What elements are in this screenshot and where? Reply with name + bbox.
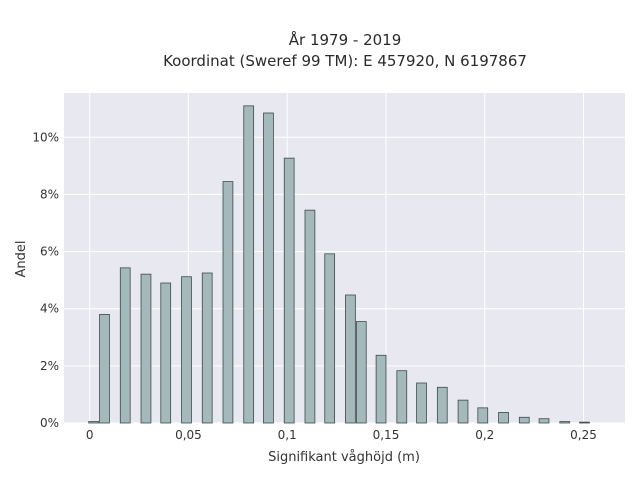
x-tick-label: 0,2	[475, 428, 494, 442]
y-tick-label: 10%	[32, 130, 59, 144]
x-tick-label: 0,25	[570, 428, 597, 442]
x-tick-label: 0	[86, 428, 94, 442]
bar	[416, 382, 427, 424]
y-tick-label: 4%	[40, 302, 59, 316]
bar	[345, 294, 356, 424]
bar	[99, 314, 110, 424]
x-tick-label: 0,05	[175, 428, 202, 442]
bar	[355, 321, 367, 424]
bar	[88, 421, 99, 424]
bar	[559, 421, 571, 424]
bar	[324, 253, 336, 424]
bar	[457, 399, 469, 424]
bar	[538, 418, 550, 424]
bar	[201, 272, 213, 424]
bar	[498, 412, 509, 424]
y-tick-label: 0%	[40, 416, 59, 430]
x-tick-label: 0,1	[278, 428, 297, 442]
bar	[579, 421, 590, 424]
y-axis-ticks: 0% 2% 4% 6% 8% 10%	[32, 130, 59, 430]
bar	[140, 273, 152, 424]
bars	[88, 105, 590, 424]
x-tick-label: 0,15	[373, 428, 400, 442]
bar	[396, 370, 408, 424]
bar	[436, 386, 448, 424]
plot-area	[64, 93, 625, 423]
x-axis-label: Signifikant våghöjd (m)	[268, 450, 420, 465]
bar	[375, 354, 387, 424]
bar	[181, 276, 192, 424]
bar	[283, 157, 295, 424]
chart-subtitle: Koordinat (Sweref 99 TM): E 457920, N 61…	[163, 52, 527, 70]
bar	[304, 209, 316, 424]
chart-title: År 1979 - 2019	[289, 30, 402, 49]
bar	[160, 282, 172, 424]
bar	[222, 181, 234, 424]
x-axis-ticks: 0 0,05 0,1 0,15 0,2 0,25	[86, 428, 597, 442]
bar	[119, 267, 131, 424]
bar	[243, 105, 255, 424]
bar	[477, 407, 489, 424]
y-axis-label: Andel	[14, 241, 29, 278]
y-tick-label: 2%	[40, 359, 59, 373]
bar	[518, 416, 530, 424]
y-tick-label: 8%	[40, 187, 59, 201]
bar	[263, 112, 274, 424]
y-tick-label: 6%	[40, 245, 59, 259]
